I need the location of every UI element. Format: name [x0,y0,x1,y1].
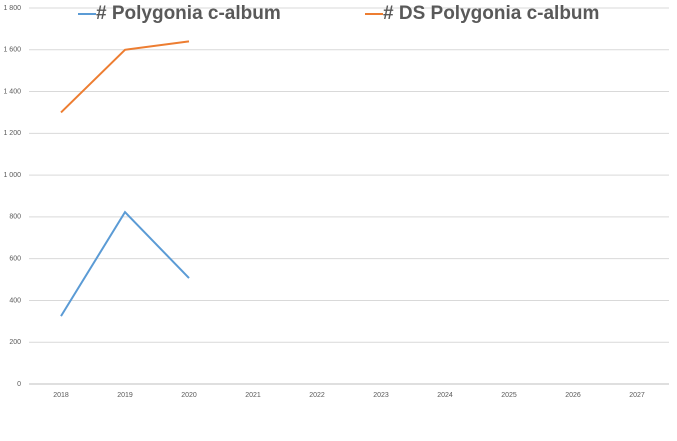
x-tick-label: 2023 [373,392,389,399]
x-tick-label: 2025 [501,392,517,399]
x-tick-label: 2019 [117,392,133,399]
y-tick-label: 1 000 [3,172,21,179]
x-tick-label: 2022 [309,392,325,399]
y-tick-label: 800 [9,214,21,221]
legend-label: # Polygonia c-album [96,3,281,24]
y-tick-label: 0 [17,381,21,388]
legend-label: # DS Polygonia c-album [383,3,599,24]
series-line [60,210,190,317]
x-tick-label: 2026 [565,392,581,399]
y-tick-label: 400 [9,297,21,304]
x-tick-label: 2027 [629,392,645,399]
x-tick-label: 2020 [181,392,197,399]
y-tick-label: 600 [9,256,21,263]
x-tick-label: 2018 [53,392,69,399]
series-line [60,40,190,114]
y-tick-label: 1 600 [3,47,21,54]
y-tick-label: 1 400 [3,88,21,95]
x-tick-label: 2021 [245,392,261,399]
x-tick-label: 2024 [437,392,453,399]
y-tick-label: 1 800 [3,5,21,12]
y-tick-label: 200 [9,339,21,346]
y-tick-label: 1 200 [3,130,21,137]
